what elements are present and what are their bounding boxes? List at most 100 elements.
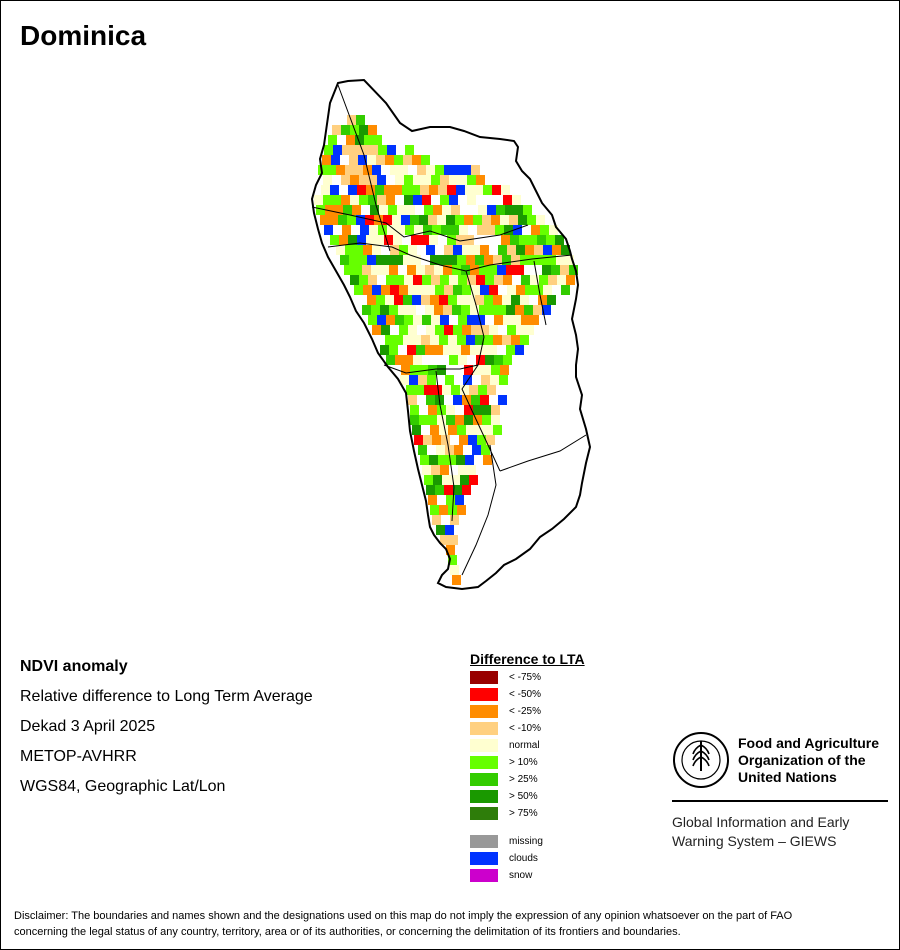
anomaly-cell — [440, 535, 449, 545]
anomaly-cell — [387, 225, 396, 235]
anomaly-cell — [446, 405, 455, 415]
anomaly-cell — [493, 425, 502, 435]
anomaly-cell — [399, 165, 408, 175]
anomaly-cell — [511, 255, 520, 265]
anomaly-cell — [413, 175, 422, 185]
anomaly-cell — [442, 385, 451, 395]
anomaly-cell — [321, 185, 330, 195]
anomaly-cell — [390, 285, 399, 295]
anomaly-cell — [413, 355, 422, 365]
anomaly-cell — [451, 385, 460, 395]
map-title: Dominica — [20, 20, 147, 51]
anomaly-cell — [411, 185, 420, 195]
anomaly-cell — [358, 255, 367, 265]
disclaimer: Disclaimer: The boundaries and names sho… — [14, 910, 793, 938]
map-info-block: NDVI anomaly Relative difference to Long… — [20, 656, 420, 806]
legend-label: normal — [509, 740, 540, 751]
anomaly-cell — [440, 315, 449, 325]
anomaly-cell — [480, 245, 489, 255]
anomaly-cell — [347, 215, 356, 225]
ndvi-anomaly-map — [310, 78, 592, 591]
legend-swatch — [470, 756, 498, 769]
anomaly-cell — [444, 245, 453, 255]
anomaly-cell — [452, 265, 461, 275]
anomaly-cell — [417, 165, 426, 175]
anomaly-cell — [507, 325, 516, 335]
anomaly-cell — [417, 285, 426, 295]
anomaly-cell — [491, 415, 500, 425]
anomaly-cell — [385, 255, 394, 265]
anomaly-cell — [466, 295, 475, 305]
anomaly-cell — [415, 385, 424, 395]
anomaly-cell — [525, 245, 534, 255]
anomaly-cell — [381, 285, 390, 295]
anomaly-cell — [423, 435, 432, 445]
anomaly-cell — [412, 335, 421, 345]
anomaly-cell — [523, 205, 532, 215]
anomaly-cell — [483, 455, 492, 465]
anomaly-cell — [419, 415, 428, 425]
anomaly-cell — [478, 385, 487, 395]
anomaly-cell — [425, 305, 434, 315]
anomaly-cell — [476, 275, 485, 285]
anomaly-cell — [341, 175, 350, 185]
anomaly-cell — [377, 195, 386, 205]
anomaly-cell — [439, 255, 448, 265]
anomaly-cell — [510, 235, 519, 245]
anomaly-cell — [338, 215, 347, 225]
legend-label: < -50% — [509, 689, 541, 700]
anomaly-cell — [418, 445, 427, 455]
anomaly-cell — [533, 305, 542, 315]
anomaly-cell — [462, 285, 471, 295]
anomaly-cell — [425, 265, 434, 275]
anomaly-cell — [323, 175, 332, 185]
fao-organization-name: Food and Agriculture Organization of the… — [738, 735, 880, 785]
anomaly-cell — [461, 345, 470, 355]
anomaly-cell — [461, 265, 470, 275]
anomaly-cell — [429, 185, 438, 195]
anomaly-cell — [493, 255, 502, 265]
anomaly-cell — [452, 575, 461, 585]
anomaly-cell — [429, 455, 438, 465]
anomaly-cell — [364, 135, 373, 145]
anomaly-cell — [434, 305, 443, 315]
anomaly-cell — [422, 315, 431, 325]
anomaly-cell — [375, 235, 384, 245]
anomaly-cell — [403, 295, 412, 305]
anomaly-cell — [432, 435, 441, 445]
anomaly-cell — [368, 175, 377, 185]
anomaly-cell — [547, 255, 556, 265]
anomaly-cell — [475, 425, 484, 435]
anomaly-cell — [428, 365, 437, 375]
anomaly-cell — [450, 565, 459, 575]
anomaly-cell — [432, 225, 441, 235]
anomaly-cell — [513, 225, 522, 235]
anomaly-cell — [460, 475, 469, 485]
anomaly-cell — [426, 245, 435, 255]
anomaly-cell — [530, 275, 539, 285]
legend-label: missing — [509, 836, 543, 847]
anomaly-cell — [521, 315, 530, 325]
anomaly-cell — [414, 225, 423, 235]
anomaly-cell — [416, 265, 425, 275]
anomaly-cell — [375, 185, 384, 195]
anomaly-cell — [421, 295, 430, 305]
anomaly-cell — [359, 275, 368, 285]
legend-swatch — [470, 807, 498, 820]
anomaly-cell — [476, 175, 485, 185]
anomaly-cell — [506, 345, 515, 355]
anomaly-cell — [503, 275, 512, 285]
anomaly-cell — [325, 205, 334, 215]
anomaly-cell — [465, 455, 474, 465]
anomaly-cell — [531, 225, 540, 235]
anomaly-cell — [486, 435, 495, 445]
anomaly-cell — [484, 335, 493, 345]
anomaly-cell — [448, 335, 457, 345]
anomaly-cell — [546, 235, 555, 245]
anomaly-cell — [350, 275, 359, 285]
fao-logo-block: Food and Agriculture Organization of the… — [672, 731, 888, 871]
anomaly-cell — [458, 465, 467, 475]
product-name: NDVI anomaly — [20, 658, 128, 675]
anomaly-cell — [529, 255, 538, 265]
anomaly-cell — [534, 285, 543, 295]
